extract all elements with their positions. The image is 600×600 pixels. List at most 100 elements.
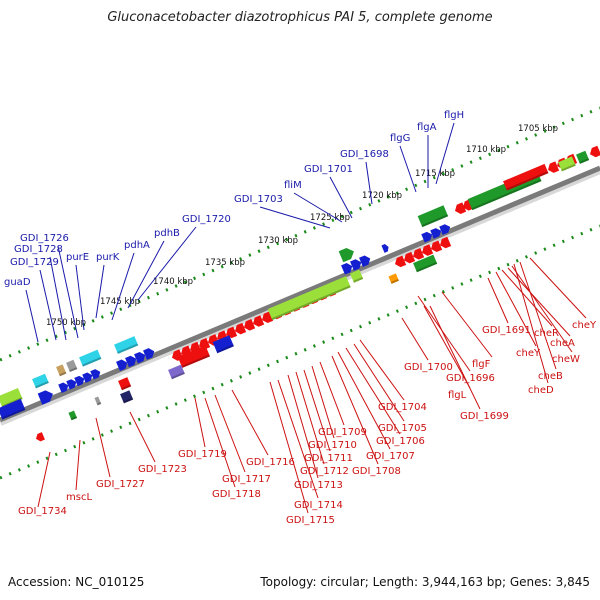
gene-label: fliM: [284, 180, 302, 191]
gene-arrow: [116, 359, 128, 372]
gene-block: [32, 373, 49, 389]
label-leader: [57, 245, 79, 339]
gene-label: pdhA: [124, 240, 150, 251]
gene-label: flgG: [390, 133, 410, 144]
label-leader: [529, 257, 587, 319]
gene-label: GDI_1729: [10, 257, 59, 268]
label-leader: [513, 263, 549, 384]
label-leader: [37, 451, 51, 508]
label-leader: [511, 265, 573, 353]
top-label-leaders: [25, 122, 455, 343]
label-leader: [194, 397, 206, 448]
kbp-label: 1725 kbp: [310, 213, 350, 223]
kbp-label: 1740 kbp: [153, 277, 193, 287]
gene-label: GDI_1709: [318, 427, 367, 438]
label-leader: [127, 240, 165, 309]
gene-label: GDI_1701: [304, 164, 353, 175]
gene-block: [388, 273, 399, 284]
gene-arrow: [143, 348, 155, 360]
gene-arrow: [422, 244, 434, 256]
label-leader: [331, 355, 379, 465]
gene-label: cheA: [550, 338, 575, 349]
label-leader: [401, 317, 429, 361]
bottom-label-leaders: [37, 257, 587, 514]
label-leader: [111, 252, 135, 321]
gene-label: flgF: [472, 359, 491, 370]
label-leader: [269, 381, 309, 514]
inner-tick-track: [0, 224, 600, 480]
gene-arrow: [395, 255, 407, 268]
gene-label: GDI_1691: [482, 325, 531, 336]
label-leader: [259, 206, 331, 229]
label-leader: [519, 261, 557, 370]
gene-arrow: [37, 390, 53, 405]
gene-label: GDI_1716: [246, 457, 295, 468]
gene-block: [114, 336, 139, 354]
gene-arrow: [548, 161, 560, 173]
gene-arrow: [134, 351, 146, 364]
label-leader: [129, 411, 156, 463]
gene-label: cheD: [528, 385, 554, 396]
genome-backbone: [0, 165, 600, 423]
gene-block: [267, 276, 351, 321]
label-leader: [365, 161, 373, 205]
label-leader: [329, 176, 353, 219]
gene-arrow: [404, 251, 416, 264]
kbp-label: 1710 kbp: [466, 145, 506, 155]
gene-label: GDI_1704: [378, 402, 427, 413]
label-leader: [95, 417, 111, 478]
label-leader: [435, 122, 455, 185]
gene-arrow: [590, 145, 600, 158]
gene-arrow: [338, 247, 354, 263]
gene-block: [576, 150, 590, 164]
label-leader: [345, 347, 401, 435]
label-leader: [399, 145, 417, 193]
gene-label: GDI_1711: [304, 453, 353, 464]
gene-label: purK: [96, 252, 120, 263]
gene-label: flgH: [444, 110, 464, 121]
gene-block: [79, 349, 102, 367]
gene-arrow: [431, 240, 443, 253]
label-leader: [429, 305, 481, 410]
gene-arrow: [413, 248, 425, 260]
bottom-gene-labels: GDI_1734 mscL GDI_1727 GDI_1723 GDI_1719 GDI_…: [18, 320, 597, 526]
gene-label: GDI_1717: [222, 474, 271, 485]
gene-arrow: [439, 224, 451, 235]
label-leader: [303, 369, 331, 452]
outer-tick-track: [0, 106, 600, 362]
gene-label: GDI_1705: [378, 423, 427, 434]
gene-label: purE: [66, 252, 89, 263]
gene-arrow: [341, 263, 353, 275]
label-leader: [214, 394, 246, 473]
label-leader: [495, 271, 537, 347]
gene-block: [118, 377, 132, 391]
gene-arrow: [82, 372, 93, 383]
label-leader: [487, 277, 509, 324]
gene-block: [503, 163, 549, 191]
gene-label: GDI_1699: [460, 411, 509, 422]
gene-label: GDI_1700: [404, 362, 453, 373]
gene-arrow: [244, 319, 256, 331]
kbp-scale-labels: 1705 kbp 1710 kbp 1715 kbp 1720 kbp 1725 kbp…: [46, 124, 558, 328]
label-leader: [231, 389, 269, 456]
label-leader: [501, 269, 553, 327]
gene-arrow: [440, 236, 452, 249]
gene-block: [0, 398, 26, 420]
gene-arrow: [253, 315, 265, 327]
gene-label: GDI_1703: [234, 194, 283, 205]
label-leader: [49, 256, 67, 341]
gene-label: mscL: [66, 492, 92, 503]
gene-arrow: [359, 255, 371, 267]
kbp-label: 1745 kbp: [100, 297, 140, 307]
label-leader: [277, 379, 319, 499]
label-leader: [359, 339, 405, 401]
gene-arrow: [226, 326, 238, 339]
gene-label: GDI_1718: [212, 489, 261, 500]
gene-arrow: [421, 231, 433, 243]
gene-label: GDI_1713: [294, 480, 343, 491]
kbp-label: 1735 kbp: [205, 258, 245, 268]
label-leader: [137, 226, 197, 301]
gene-arrow: [350, 259, 362, 271]
gene-label: GDI_1698: [340, 149, 389, 160]
